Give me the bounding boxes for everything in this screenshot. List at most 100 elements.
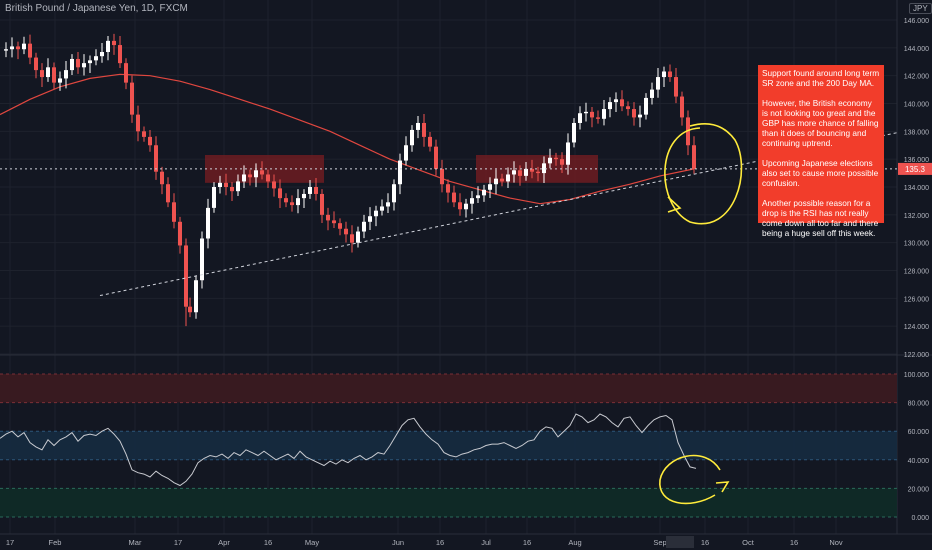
- candle-body: [494, 178, 498, 185]
- annotation-paragraph-1: Support found around long term SR zone a…: [762, 68, 880, 88]
- candle-body: [254, 170, 258, 178]
- yellow-arrow-rsi: [715, 481, 730, 493]
- annotation-paragraph-3: Upcoming Japanese elections also set to …: [762, 158, 879, 188]
- candle-body: [428, 136, 432, 147]
- candle-body: [374, 210, 378, 217]
- price-tick-label: 122.000: [904, 352, 929, 359]
- candle-body: [512, 170, 516, 175]
- candle-body: [632, 109, 636, 118]
- time-tick-label: 16: [264, 538, 272, 547]
- candle-body: [590, 111, 594, 118]
- price-tick-label: 126.000: [904, 296, 929, 303]
- candle-body: [16, 46, 20, 50]
- candle-body: [578, 113, 582, 123]
- candle-body: [28, 43, 32, 58]
- rsi-axis[interactable]: 0.000 20.000 40.000 60.000 80.000 100.000: [904, 372, 929, 522]
- candle-body: [40, 70, 44, 78]
- candle-body: [434, 146, 438, 169]
- price-axis[interactable]: 122.000 124.000 126.000 128.000 130.000 132.0…: [898, 18, 932, 359]
- time-axis[interactable]: 17 Feb Mar 17 Apr 16 May Jun 16 Jul 16 Aug Sep 16 Oct 1…: [6, 536, 843, 548]
- rsi-tick-label: 60.000: [908, 429, 930, 436]
- candle-body: [82, 63, 86, 68]
- rsi-tick-label: 0.000: [911, 515, 929, 522]
- annotation-paragraph-4: Another possible reason for a drop is th…: [762, 198, 879, 238]
- candle-body: [656, 77, 660, 90]
- price-tick-label: 124.000: [904, 324, 929, 331]
- candle-body: [464, 203, 468, 210]
- candle-body: [338, 223, 342, 229]
- price-tag-label: 135.3: [905, 165, 926, 174]
- candle-body: [302, 193, 306, 199]
- price-tick-label: 140.000: [904, 102, 929, 109]
- candle-body: [266, 174, 270, 182]
- candle-body: [284, 198, 288, 203]
- candle-body: [368, 216, 372, 222]
- rsi-band: [0, 488, 897, 517]
- time-tick-label: 16: [790, 538, 798, 547]
- candle-body: [614, 99, 618, 103]
- candle-body: [554, 157, 558, 160]
- rsi-bands: [0, 373, 897, 518]
- candle-body: [680, 96, 684, 118]
- price-tick-label: 142.000: [904, 74, 929, 81]
- price-tick-label: 128.000: [904, 269, 929, 276]
- candle-body: [638, 114, 642, 118]
- candle-body: [4, 49, 8, 51]
- candle-body: [172, 202, 176, 222]
- candle-body: [212, 187, 216, 208]
- sr-zone-left: [205, 154, 324, 183]
- candle-body: [356, 231, 360, 243]
- time-tick-label: Feb: [49, 538, 62, 547]
- candle-body: [500, 178, 504, 182]
- candle-body: [386, 202, 390, 207]
- candle-body: [70, 58, 74, 71]
- candle-body: [458, 202, 462, 210]
- candle-body: [118, 45, 122, 64]
- candle-body: [662, 71, 666, 78]
- candle-body: [566, 142, 570, 165]
- candle-body: [608, 102, 612, 110]
- price-tick-label: 132.000: [904, 213, 929, 220]
- candle-body: [476, 195, 480, 199]
- candle-body: [88, 60, 92, 64]
- time-tick-label: 17: [174, 538, 182, 547]
- yellow-circle-rsi: [659, 454, 721, 505]
- candle-body: [136, 114, 140, 132]
- time-tick-label: Jul: [481, 538, 491, 547]
- candle-body: [344, 228, 348, 235]
- candle-body: [524, 168, 528, 176]
- price-tick-label: 144.000: [904, 46, 929, 53]
- candle-body: [10, 46, 14, 50]
- yellow-circle-price: [664, 123, 743, 225]
- currency-badge[interactable]: JPY: [909, 3, 932, 14]
- candle-body: [154, 145, 158, 172]
- time-tick-label: 16: [701, 538, 709, 547]
- rsi-line: [0, 413, 697, 487]
- candle-body: [674, 77, 678, 97]
- time-tick-label: Aug: [568, 538, 581, 547]
- candle-body: [260, 170, 264, 175]
- candle-body: [224, 182, 228, 187]
- candle-body: [452, 192, 456, 203]
- rsi-tick-label: 100.000: [904, 372, 929, 379]
- candle-body: [620, 99, 624, 107]
- candle-body: [148, 136, 152, 146]
- candle-body: [206, 207, 210, 239]
- candle-body: [560, 159, 564, 165]
- candle-body: [584, 111, 588, 114]
- candle-body: [410, 129, 414, 146]
- price-tick-label: 136.000: [904, 157, 929, 164]
- candle-body: [404, 145, 408, 161]
- candle-body: [536, 171, 540, 174]
- time-tick-label: Mar: [129, 538, 142, 547]
- candle-body: [184, 245, 188, 307]
- candle-body: [194, 280, 198, 313]
- candle-body: [596, 117, 600, 119]
- candle-body: [230, 187, 234, 192]
- price-tick-label: 138.000: [904, 129, 929, 136]
- candle-body: [440, 168, 444, 185]
- time-tick-label: 17: [6, 538, 14, 547]
- candle-body: [602, 109, 606, 119]
- candle-body: [332, 220, 336, 224]
